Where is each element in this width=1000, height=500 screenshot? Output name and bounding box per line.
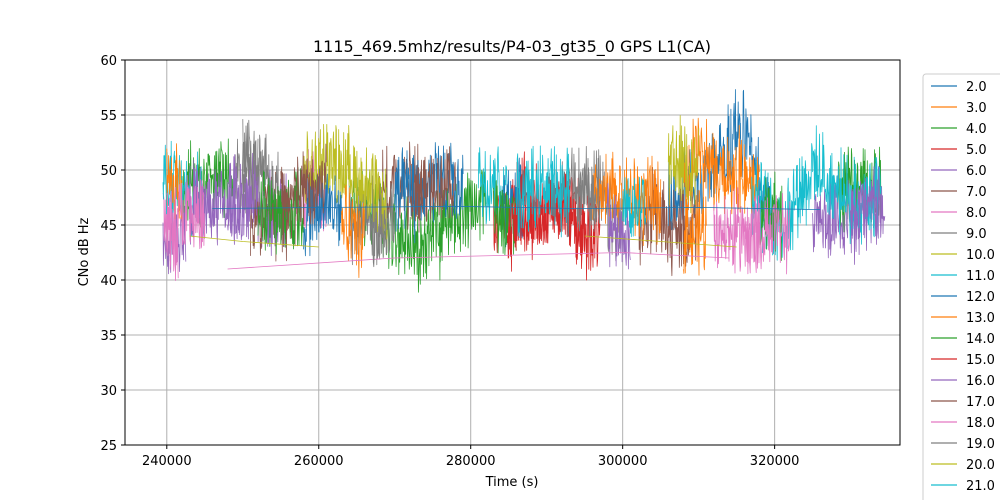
legend-label: 15.0: [966, 353, 995, 368]
series-trace: [622, 177, 646, 238]
legend-label: 18.0: [966, 416, 995, 431]
legend-label: 20.0: [966, 458, 995, 473]
legend-label: 16.0: [966, 374, 995, 389]
series-trace: [181, 138, 236, 230]
legend-label: 14.0: [966, 332, 995, 347]
y-tick-label: 55: [100, 109, 117, 124]
y-tick-label: 45: [100, 219, 117, 234]
x-tick-label: 320000: [750, 454, 800, 469]
legend-label: 10.0: [966, 248, 995, 263]
x-tick-label: 300000: [598, 454, 648, 469]
series-trace: [493, 180, 517, 256]
y-axis-label: CNo dB Hz: [77, 217, 92, 286]
y-tick-label: 35: [100, 329, 117, 344]
legend-label: 6.0: [966, 164, 987, 179]
legend-label: 12.0: [966, 290, 995, 305]
series-trace: [394, 142, 464, 244]
series-19-0: [242, 119, 601, 268]
x-axis-label: Time (s): [485, 475, 539, 490]
series-trace: [280, 143, 327, 247]
series-trace: [341, 184, 365, 278]
plot-background: [125, 60, 900, 445]
series-trace: [515, 145, 570, 238]
series-trace: [227, 252, 730, 270]
chart-title: 1115_469.5mhz/results/P4-03_gt35_0 GPS L…: [313, 37, 711, 57]
legend-label: 11.0: [966, 269, 995, 284]
series-trace: [683, 117, 760, 220]
legend-label: 3.0: [966, 101, 987, 116]
series-20-0: [189, 235, 737, 248]
series-trace: [409, 146, 456, 233]
legend-label: 19.0: [966, 437, 995, 452]
legend-label: 7.0: [966, 185, 987, 200]
legend-label: 8.0: [966, 206, 987, 221]
series-3-0: [683, 117, 760, 220]
series-trace: [212, 205, 821, 210]
y-tick-label: 30: [100, 384, 117, 399]
series-trace: [683, 189, 707, 276]
series-layer: [162, 89, 886, 293]
y-tick-label: 25: [100, 439, 117, 454]
series-21-0: [515, 145, 646, 238]
x-axis: 240000 260000 280000 300000 320000: [142, 445, 799, 469]
series-trace: [607, 183, 631, 270]
series-trace: [584, 235, 737, 248]
legend-label: 5.0: [966, 143, 987, 158]
legend-label: 13.0: [966, 311, 995, 326]
series-trace: [576, 147, 601, 238]
series-trace: [743, 192, 791, 275]
y-tick-label: 60: [100, 54, 117, 69]
series-17-0: [280, 143, 456, 247]
series-trace: [477, 146, 510, 227]
x-tick-label: 260000: [294, 454, 344, 469]
series-trace: [667, 115, 700, 214]
y-tick-label: 40: [100, 274, 117, 289]
plot-frame: [124, 59, 901, 446]
series-trace: [257, 167, 304, 255]
series-trace: [166, 175, 206, 266]
series-trace: [242, 119, 259, 200]
legend-label: 21.0: [966, 479, 995, 494]
series-trace: [371, 194, 388, 268]
y-axis: 25 30 35 40 45 50 55 60: [100, 54, 125, 454]
legend-label: 17.0: [966, 395, 995, 410]
legend-label: 4.0: [966, 122, 987, 137]
y-tick-label: 50: [100, 164, 117, 179]
series-trace: [591, 151, 662, 246]
series-trace: [189, 235, 319, 248]
legend: 2.0 3.0 4.0 5.0 6.0 7.0 8.0 9.0 10.0 11.0 12.0 13.0…: [922, 73, 1000, 500]
legend-box: [922, 73, 1000, 500]
legend-label: 2.0: [966, 80, 987, 95]
series-trace: [850, 166, 882, 252]
series-18-0: [166, 175, 791, 275]
series-22-0: [212, 205, 821, 210]
x-tick-label: 240000: [142, 454, 192, 469]
x-tick-label: 280000: [446, 454, 496, 469]
legend-label: 9.0: [966, 227, 987, 242]
